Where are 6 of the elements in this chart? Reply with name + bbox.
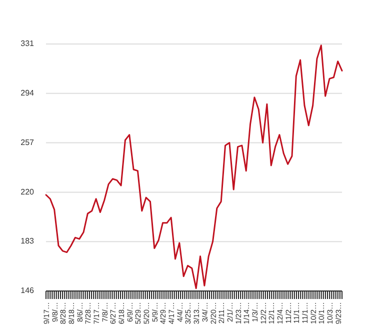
y-tick-label: 146 [20,286,35,296]
y-tick-label: 183 [20,236,35,246]
y-tick-label: 220 [20,187,35,196]
y-tick-label: 294 [20,88,35,98]
y-tick-label: 331 [20,39,35,48]
y-tick-label: 257 [20,138,35,147]
